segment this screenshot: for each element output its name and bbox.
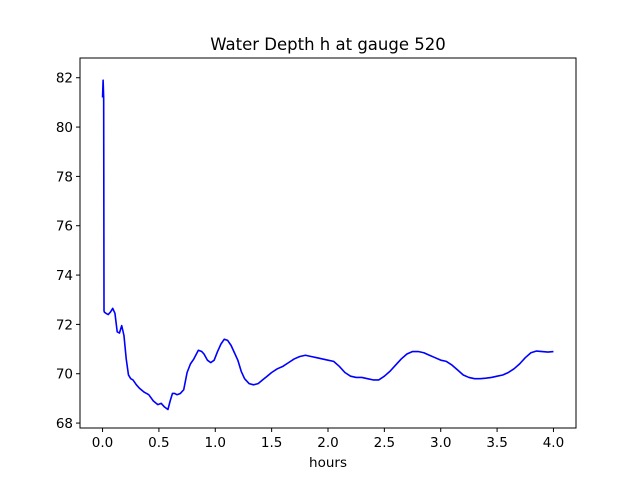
x-axis-label: hours — [309, 455, 347, 471]
x-tick-label: 3.0 — [430, 435, 451, 451]
y-tick-label: 80 — [56, 120, 73, 136]
chart-title: Water Depth h at gauge 520 — [210, 35, 445, 54]
x-tick-label: 2.0 — [317, 435, 338, 451]
x-tick-label: 1.5 — [261, 435, 282, 451]
y-tick-label: 74 — [56, 268, 73, 284]
y-tick-label: 76 — [56, 219, 73, 235]
x-tick-label: 0.5 — [148, 435, 169, 451]
y-axis: 68 70 72 74 76 78 80 82 — [56, 71, 80, 432]
x-tick-label: 4.0 — [543, 435, 564, 451]
x-tick-label: 3.5 — [486, 435, 507, 451]
y-tick-label: 68 — [56, 416, 73, 432]
y-tick-label: 78 — [56, 169, 73, 185]
x-axis: 0.0 0.5 1.0 1.5 2.0 2.5 3.0 3.5 4.0 — [92, 428, 564, 451]
y-tick-label: 72 — [56, 317, 73, 333]
x-tick-label: 1.0 — [205, 435, 226, 451]
y-tick-label: 82 — [56, 71, 73, 87]
series-layer — [101, 79, 554, 411]
x-tick-label: 2.5 — [374, 435, 395, 451]
plot-area — [80, 58, 576, 428]
plot-frame — [79, 57, 577, 429]
series-line-0 — [101, 79, 554, 411]
y-tick-label: 70 — [56, 367, 73, 383]
x-tick-label: 0.0 — [92, 435, 113, 451]
